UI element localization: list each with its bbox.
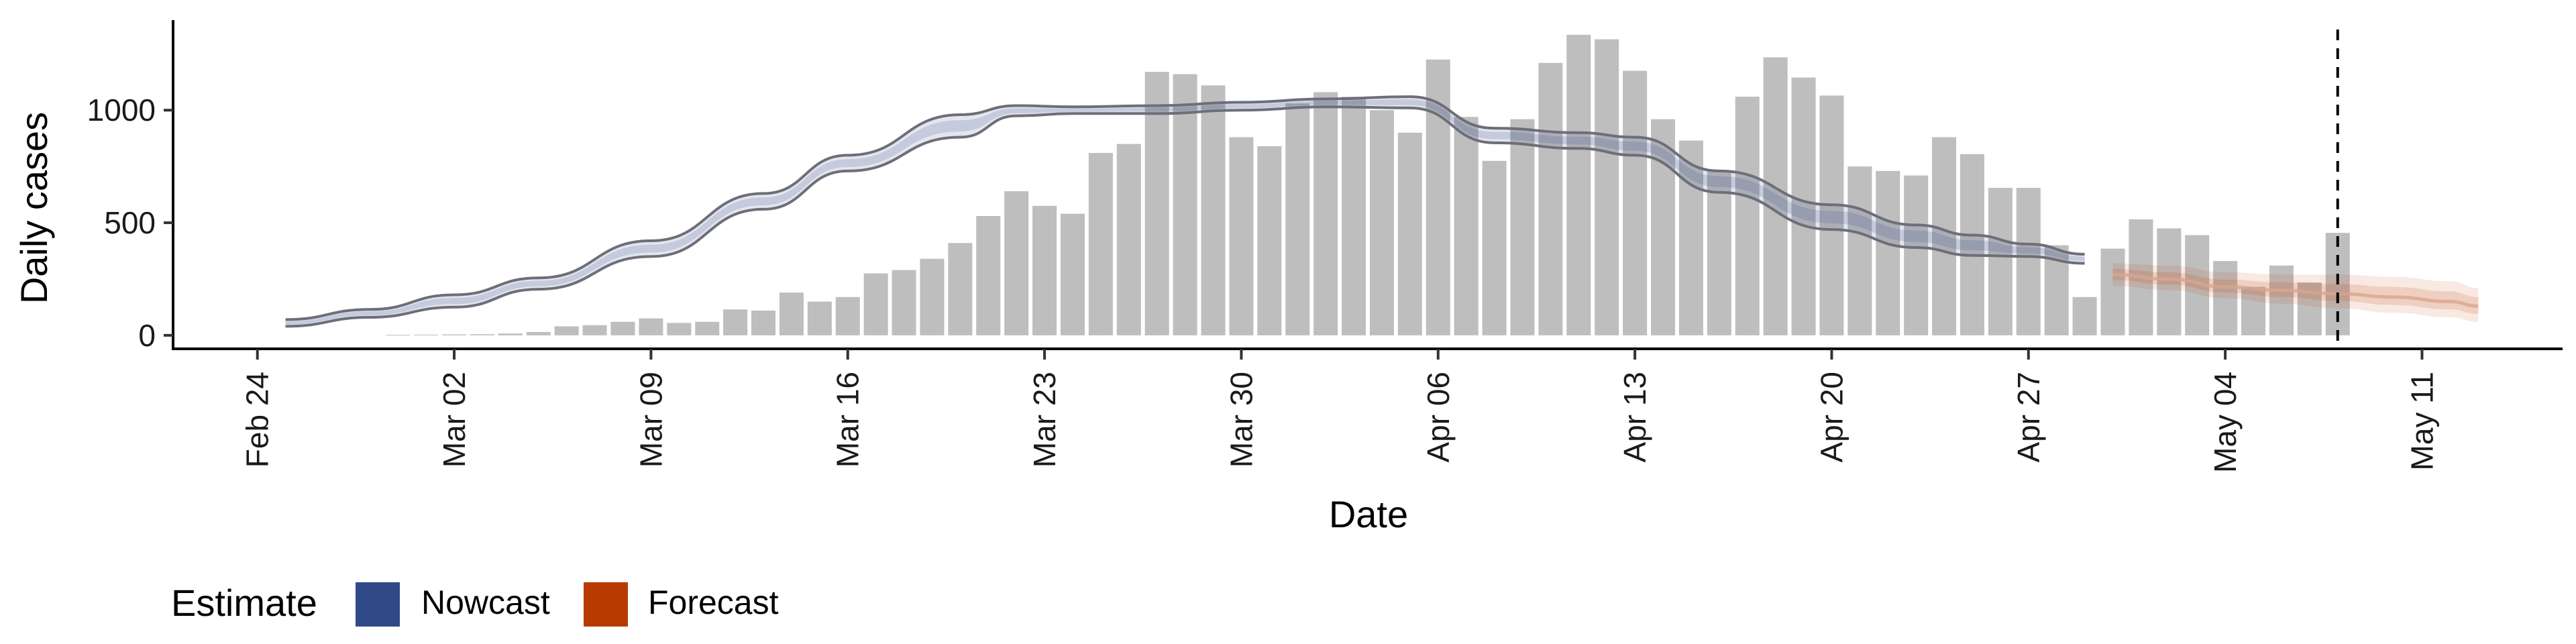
forecast-line	[2112, 272, 2479, 308]
lines-layer	[285, 95, 2479, 328]
bar	[2016, 188, 2041, 335]
y-ticks: 0 500 1000	[87, 93, 173, 353]
bar	[470, 334, 494, 335]
bar	[1257, 146, 1282, 335]
x-tick-label: Apr 27	[2011, 372, 2046, 463]
bar	[1004, 191, 1029, 335]
y-tick-label: 1000	[87, 93, 156, 127]
bar	[920, 258, 945, 335]
forecast-band	[2112, 263, 2479, 322]
bar	[1116, 144, 1141, 335]
x-tick-label: Apr 13	[1617, 372, 1652, 463]
legend-swatch-nowcast	[356, 582, 400, 627]
x-axis-title: Date	[1329, 493, 1408, 535]
bar	[1595, 39, 1619, 335]
x-tick-label: Mar 09	[633, 372, 668, 468]
legend: Estimate Nowcast Forecast	[171, 582, 779, 627]
bar	[779, 292, 804, 335]
x-tick-label: May 04	[2208, 372, 2243, 473]
bar	[863, 273, 888, 335]
bar	[1988, 188, 2012, 335]
bar	[2269, 265, 2294, 335]
bar	[1454, 117, 1479, 335]
bar	[1229, 137, 1254, 335]
bar	[1088, 153, 1113, 335]
legend-label-nowcast: Nowcast	[421, 584, 550, 621]
bar	[2072, 297, 2097, 335]
y-axis-title: Daily cases	[13, 112, 55, 304]
bar	[1876, 170, 1900, 335]
nowcast-upper-line	[285, 95, 2085, 321]
y-tick-label: 0	[138, 318, 156, 353]
bar	[1847, 166, 1872, 335]
legend-swatch-forecast	[584, 582, 628, 627]
x-tick-label: Feb 24	[240, 372, 275, 468]
bar	[1735, 97, 1760, 335]
bar	[1144, 72, 1169, 335]
bar	[1904, 175, 1929, 335]
bar	[526, 331, 551, 335]
bar	[976, 215, 1001, 335]
bar	[835, 297, 860, 335]
bar	[2157, 228, 2182, 335]
bar	[667, 323, 692, 335]
bar	[1426, 59, 1450, 335]
x-tick-label: May 11	[2405, 372, 2440, 470]
nowcast-inner-band	[285, 99, 2085, 325]
bar	[639, 318, 663, 335]
x-ticks: Feb 24 Mar 02 Mar 09 Mar 16 Mar 23 Mar 30 Apr …	[240, 349, 2440, 473]
bar	[1538, 62, 1563, 335]
bar	[1623, 70, 1648, 335]
bar	[723, 309, 748, 335]
bar	[1285, 103, 1310, 335]
bar	[1932, 137, 1957, 335]
bar	[2241, 286, 2266, 335]
bar	[554, 326, 579, 335]
bars-layer	[386, 34, 2350, 336]
bar	[1763, 57, 1788, 335]
legend-label-forecast: Forecast	[648, 584, 779, 621]
bar	[1032, 205, 1057, 335]
bar	[1791, 77, 1816, 335]
bar	[2100, 248, 2125, 335]
x-tick-label: Mar 16	[830, 372, 865, 468]
bar	[1201, 85, 1226, 335]
bar	[1342, 97, 1366, 335]
x-tick-label: Mar 30	[1224, 372, 1258, 468]
bar	[1369, 110, 1394, 335]
nowcast-lower-line	[285, 105, 2085, 328]
x-tick-label: Apr 20	[1814, 372, 1849, 463]
bar	[892, 270, 916, 335]
y-tick-label: 500	[104, 205, 156, 240]
bar	[1173, 74, 1197, 335]
bar	[1650, 119, 1676, 335]
bar	[1960, 154, 1984, 335]
bar	[498, 333, 523, 335]
bar	[1060, 213, 1085, 335]
bar	[582, 325, 607, 335]
bar	[1566, 34, 1591, 335]
bar	[807, 301, 832, 335]
x-tick-label: Mar 23	[1027, 372, 1062, 468]
bar	[1707, 170, 1731, 335]
bar	[1482, 160, 1507, 335]
bar	[2213, 261, 2238, 335]
bar	[1397, 132, 1422, 335]
bar	[1678, 140, 1703, 335]
x-tick-label: Apr 06	[1421, 372, 1456, 463]
x-tick-label: Mar 02	[437, 372, 472, 468]
axes-layer	[172, 20, 2563, 350]
bar	[610, 321, 635, 335]
bar	[1510, 119, 1535, 335]
bar	[948, 243, 973, 335]
bar	[1313, 92, 1338, 335]
bar	[1819, 95, 1844, 335]
bar	[695, 321, 720, 335]
legend-title: Estimate	[171, 582, 317, 624]
bar	[751, 310, 776, 335]
